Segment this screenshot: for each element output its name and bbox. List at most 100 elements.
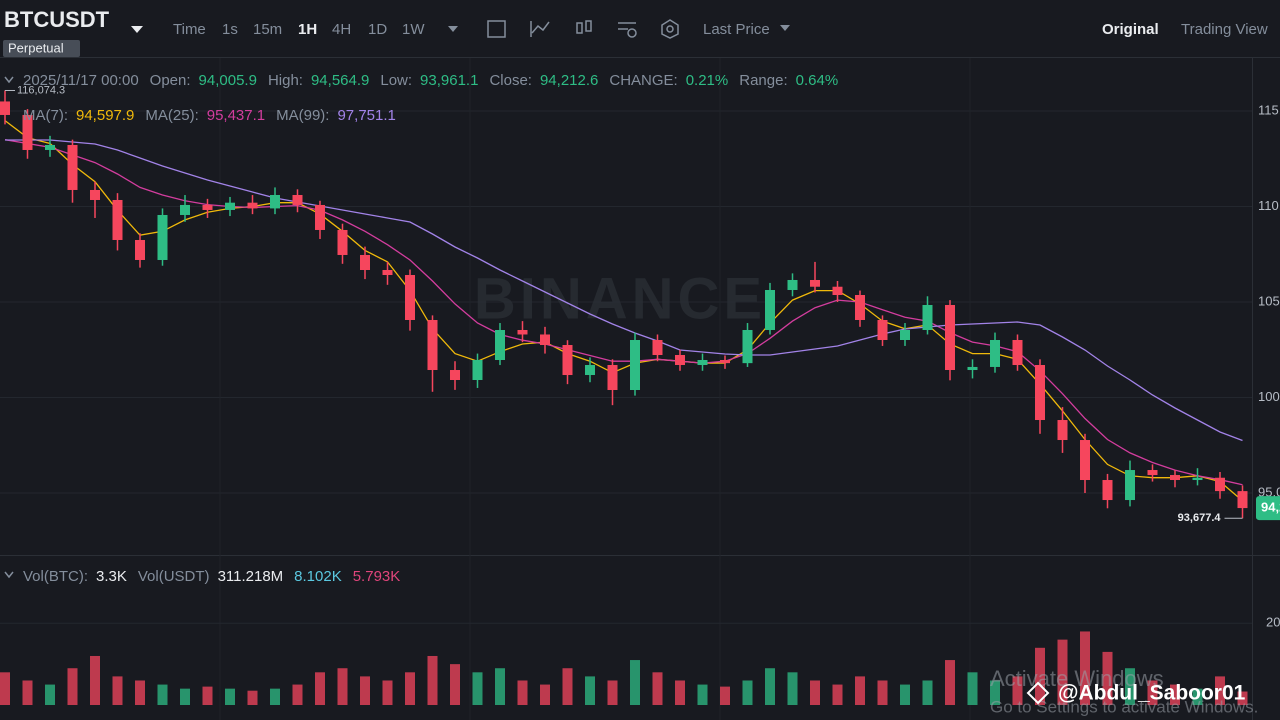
candle-body xyxy=(315,204,325,230)
candle-body xyxy=(247,202,258,209)
icon-indicators-c xyxy=(627,28,637,38)
vol-legend-value: 311.218M xyxy=(218,568,284,585)
price-type-caret[interactable] xyxy=(780,25,790,31)
candle-body xyxy=(405,275,415,321)
os-watermark: Activate Windows xyxy=(990,666,1164,691)
y-tick-label: 115,000.0 xyxy=(1258,102,1280,117)
candle-body xyxy=(922,304,933,330)
volume-bar xyxy=(427,655,438,705)
low-label: 93,677.4 xyxy=(1178,512,1222,524)
symbol-caret[interactable] xyxy=(131,26,143,33)
volume-bar xyxy=(202,686,213,705)
volume-bar xyxy=(607,680,618,705)
view-tab[interactable]: Original xyxy=(1102,21,1159,38)
interval[interactable]: 1s xyxy=(222,21,238,38)
volume-bar xyxy=(945,660,955,705)
interval[interactable]: 1H xyxy=(298,21,317,38)
volume-bar xyxy=(112,676,123,705)
icon-settings[interactable] xyxy=(661,19,679,39)
icon-candles-b xyxy=(585,20,592,32)
volume-bar xyxy=(855,676,865,705)
candle-body xyxy=(1057,420,1068,441)
vol-legend-value: 5.793K xyxy=(353,568,401,585)
candle-body xyxy=(135,239,145,260)
candle-body xyxy=(180,204,190,215)
volume-bar xyxy=(1080,631,1090,705)
vol-legend-label: Vol(BTC): xyxy=(23,568,88,585)
y-tick-label: 95,000.0 xyxy=(1258,484,1280,499)
candle-body xyxy=(90,189,100,200)
volume-bar xyxy=(225,688,235,705)
last-price-label: 94,212.6 xyxy=(1261,500,1280,515)
volume-bar xyxy=(45,684,55,705)
volume-bar xyxy=(0,672,10,705)
volume-bar xyxy=(742,680,753,705)
volume-bar xyxy=(765,668,775,705)
candle-body xyxy=(900,329,910,341)
icon-calendar[interactable] xyxy=(487,20,506,38)
interval[interactable]: 4H xyxy=(332,21,351,38)
candle-body xyxy=(202,204,213,210)
volume-bar xyxy=(630,660,640,705)
candle-body xyxy=(517,329,528,335)
volume-bar xyxy=(585,676,595,705)
volume-bar xyxy=(405,672,415,705)
volume-bar xyxy=(967,672,978,705)
candle-body xyxy=(67,144,78,190)
volume-bar xyxy=(360,676,370,705)
last-price-badge xyxy=(1256,496,1280,521)
ma-legend-value: 97,751.1 xyxy=(337,107,395,124)
candle-body xyxy=(810,279,820,287)
interval[interactable]: 1W xyxy=(402,21,425,38)
volume-bar xyxy=(1035,647,1045,705)
icon-line[interactable] xyxy=(531,21,550,34)
collapse-caret[interactable] xyxy=(4,76,14,84)
y-tick-label: 105,000.0 xyxy=(1258,293,1280,308)
volume-bar xyxy=(495,668,505,705)
os-watermark-sub: Go to Settings to activate Windows. xyxy=(990,697,1258,716)
volume-bar xyxy=(382,680,393,705)
interval[interactable]: 1D xyxy=(368,21,387,38)
price-type[interactable]: Last Price xyxy=(703,21,770,38)
volume-bar xyxy=(1237,691,1248,705)
info-value: 93,961.1 xyxy=(420,72,478,89)
candle-body xyxy=(1035,365,1045,421)
collapse-caret[interactable] xyxy=(4,571,14,579)
candle-body xyxy=(427,320,438,371)
candle-body xyxy=(0,101,10,115)
volume-bar xyxy=(90,655,100,705)
badge-bg xyxy=(3,40,80,57)
interval[interactable]: 15m xyxy=(253,21,282,38)
candle-body xyxy=(382,269,393,276)
candle-body xyxy=(1102,480,1113,501)
volume-bar xyxy=(922,680,933,705)
volume-bar xyxy=(247,690,258,705)
symbol[interactable]: BTCUSDT xyxy=(4,7,110,32)
view-tab[interactable]: Trading View xyxy=(1181,21,1268,38)
candle-body xyxy=(720,360,730,364)
icon-candles[interactable] xyxy=(576,22,583,34)
info-value: 94,564.9 xyxy=(311,72,369,89)
candle-body xyxy=(697,360,708,366)
candle-body xyxy=(675,354,685,366)
info-label: Low: xyxy=(380,72,412,89)
volume-bar xyxy=(1192,688,1203,705)
candle-body xyxy=(1215,477,1225,492)
volume-bar xyxy=(292,684,303,705)
volume-bar xyxy=(1102,651,1113,705)
candle-body xyxy=(1147,470,1158,476)
candle-body xyxy=(1125,470,1135,501)
volume-bar xyxy=(720,686,730,705)
interval[interactable]: Time xyxy=(173,21,206,38)
ma-legend-name: MA(7): xyxy=(23,107,68,124)
candle-body xyxy=(45,144,55,150)
icon-settings-c xyxy=(666,25,674,33)
more-intervals[interactable] xyxy=(448,26,458,32)
info-value: 94,005.9 xyxy=(199,72,257,89)
toolbar-icons xyxy=(487,19,679,39)
info-time: 2025/11/17 00:00 xyxy=(23,72,139,89)
info-value: 0.21% xyxy=(686,72,729,89)
candle-body xyxy=(1237,491,1248,509)
candle-body xyxy=(1012,340,1023,366)
ma-legend-name: MA(25): xyxy=(145,107,198,124)
